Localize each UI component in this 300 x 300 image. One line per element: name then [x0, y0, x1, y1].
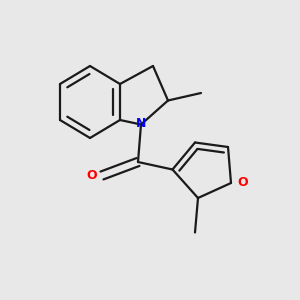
Text: O: O — [86, 169, 97, 182]
Text: N: N — [136, 116, 146, 130]
Text: O: O — [237, 176, 248, 190]
